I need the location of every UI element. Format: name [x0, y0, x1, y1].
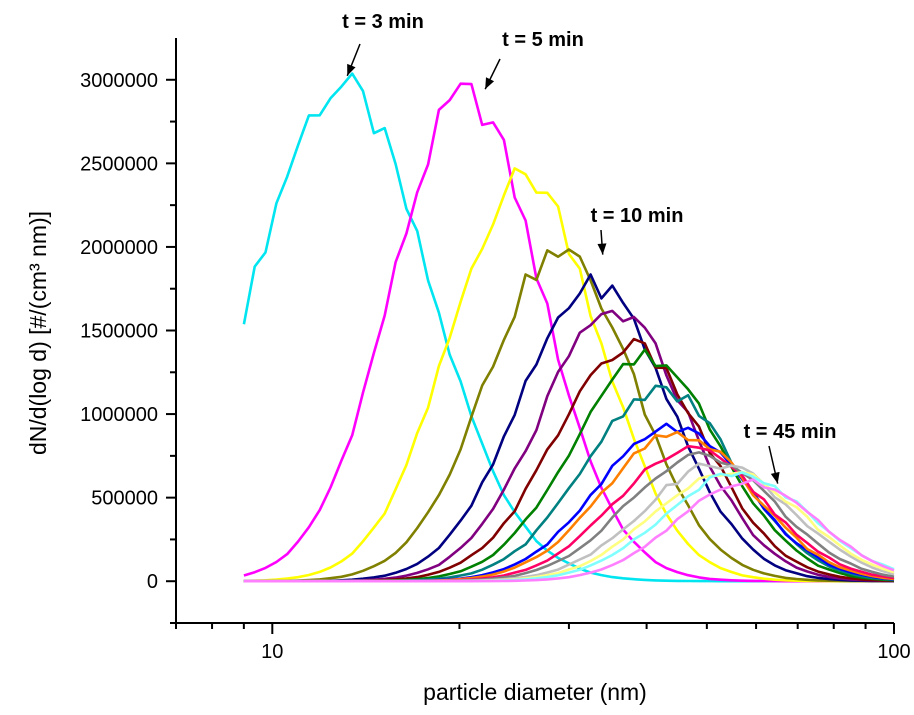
- distribution-line: [243, 167, 894, 583]
- tick-labels: 0 500000 1000000 1500000 2000000 2500000 30000…: [80, 70, 911, 663]
- time-annotation: t = 10 min: [591, 205, 684, 227]
- y-tick-label: 500000: [91, 488, 158, 510]
- distribution-line: [243, 309, 895, 583]
- x-tick-label: 100: [877, 641, 910, 663]
- arrow-head: [770, 471, 780, 484]
- time-annotation: t = 45 min: [744, 421, 837, 443]
- y-axis-title: dN/d(log d) [#/(cm³ nm)]: [25, 211, 51, 455]
- distribution-line: [243, 478, 895, 583]
- time-annotation: t = 5 min: [502, 29, 584, 51]
- plot-lines: [242, 72, 895, 583]
- distribution-line: [242, 72, 894, 583]
- x-axis-title: particle diameter (nm): [423, 679, 647, 705]
- arrow-head: [597, 243, 607, 255]
- x-tick-label: 10: [261, 641, 283, 663]
- arrow-head: [485, 77, 495, 90]
- distribution-line: [243, 248, 894, 583]
- y-tick-label: 3000000: [80, 70, 158, 92]
- annotations: t = 3 min t = 5 min t = 10 min t = 45 min: [342, 11, 836, 484]
- y-tick-label: 2000000: [80, 237, 158, 259]
- axes: [166, 38, 895, 634]
- y-tick-label: 1500000: [80, 321, 158, 343]
- time-annotation: t = 3 min: [342, 11, 424, 33]
- arrow-head: [347, 63, 356, 76]
- y-tick-label: 0: [147, 571, 158, 593]
- y-tick-label: 2500000: [80, 153, 158, 175]
- y-tick-label: 1000000: [80, 404, 158, 426]
